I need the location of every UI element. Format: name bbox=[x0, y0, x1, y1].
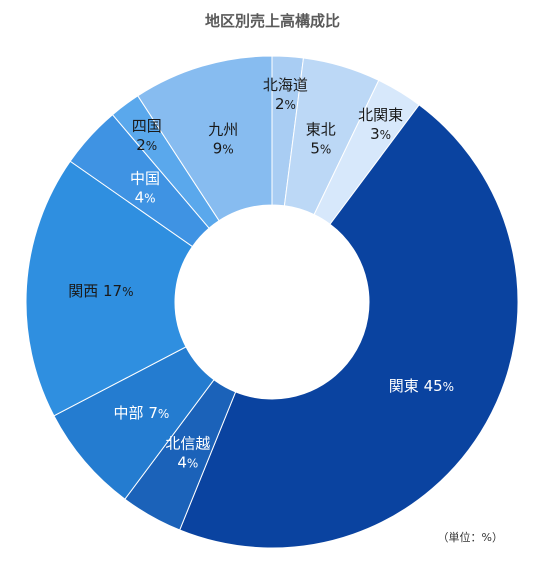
slice-label-4: 関東 45% bbox=[389, 377, 454, 395]
slices-group bbox=[25, 55, 519, 549]
unit-note: （単位：%） bbox=[437, 531, 503, 544]
slice-label-6: 中部 7% bbox=[114, 404, 170, 422]
slice-label-5: 北信越 4% bbox=[165, 434, 210, 471]
slice-label-10: 九州 9% bbox=[208, 121, 238, 158]
slice-label-1: 北海道 2% bbox=[263, 76, 308, 113]
slice-label-8: 中国 4% bbox=[130, 170, 160, 207]
labels-group: 北海道 2% 東北 5% 北関東 3% 関東 45% 北信越 4% 中部 7% 関西 17% 中国 4%… bbox=[68, 76, 454, 472]
slice-4 bbox=[179, 104, 519, 549]
slice-label-9: 四国 2% bbox=[132, 117, 162, 154]
slice-label-7: 関西 17% bbox=[68, 282, 133, 300]
slice-label-2: 東北 5% bbox=[306, 121, 336, 158]
slice-10 bbox=[137, 55, 273, 222]
chart-title: 地区別売上高構成比 bbox=[204, 12, 340, 30]
slice-label-3: 北関東 3% bbox=[358, 106, 403, 143]
slice-7 bbox=[25, 160, 194, 417]
